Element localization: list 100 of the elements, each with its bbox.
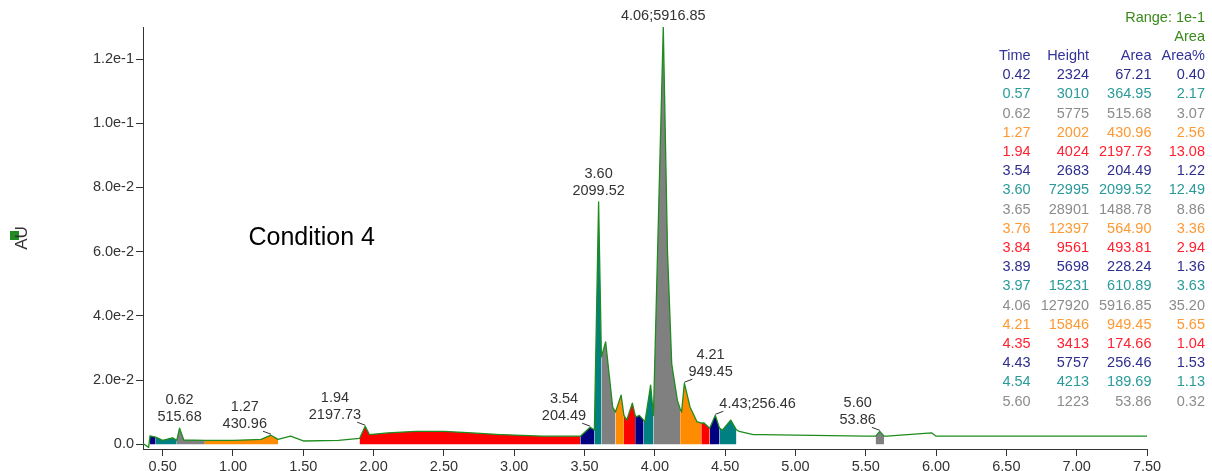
annotation: 3.60 2099.52: [572, 164, 625, 198]
annotation: Area: [1119, 46, 1152, 65]
data-label: 0.40: [1175, 65, 1205, 85]
x-tick-label: 1.50: [289, 457, 318, 471]
x-tick-label: 2.50: [429, 457, 459, 471]
data-label: 204.49: [1106, 161, 1152, 181]
data-label: 5775: [1055, 103, 1090, 123]
data-label: 515.68: [1106, 103, 1152, 123]
text: Range: 1e-1: [1124, 8, 1205, 27]
data-label: 949.45: [1106, 314, 1152, 334]
data-label: 2.94: [1175, 238, 1205, 258]
y-tick-label: 1.0e-1: [92, 114, 134, 131]
data-label: 127920: [1039, 295, 1090, 315]
data-label: 1.13: [1175, 372, 1205, 392]
data-label: 1.94: [1001, 142, 1031, 161]
x-tick-label: 3.50: [570, 457, 599, 471]
data-label: 2324: [1055, 65, 1090, 85]
data-label: 3.07: [1175, 103, 1205, 123]
y-tick-label: 4.0e-2: [92, 306, 134, 323]
annotation: 4.06;5916.85: [620, 6, 706, 23]
data-label: 3.60: [1001, 180, 1031, 200]
data-label: 4.35: [1001, 334, 1031, 354]
data-label: 15846: [1047, 314, 1090, 334]
data-label: 3.84: [1001, 238, 1031, 258]
data-label: 189.69: [1106, 372, 1152, 392]
annotation: 4.43;256.46: [719, 395, 796, 412]
annotation: 0.62 515.68: [157, 390, 202, 424]
data-label: 4213: [1055, 372, 1090, 392]
data-label: 5757: [1055, 353, 1090, 373]
data-label: 4.06: [1001, 295, 1031, 315]
y-tick-label: 0.0: [113, 435, 134, 452]
data-label: 3.36: [1175, 218, 1205, 238]
annotation: 1.94 2197.73: [308, 388, 362, 422]
data-label: 3413: [1055, 334, 1090, 354]
data-label: 4.54: [1001, 372, 1031, 392]
category-label: Area: [1173, 27, 1205, 46]
data-label: 9561: [1055, 238, 1090, 258]
data-label: 3.76: [1001, 218, 1031, 238]
data-label: 67.21: [1114, 65, 1152, 85]
x-tick-label: 0.50: [148, 457, 177, 471]
data-label: 1223: [1055, 391, 1090, 411]
data-label: 1.27: [1001, 122, 1031, 142]
x-tick-label: 6.50: [992, 457, 1021, 471]
data-label: 174.66: [1106, 334, 1152, 354]
data-label: 13.08: [1167, 142, 1205, 161]
data-label: 5698: [1055, 257, 1090, 277]
annotation: Condition 4: [248, 221, 375, 250]
y-axis-title: AU: [12, 226, 32, 250]
data-label: 5.65: [1175, 314, 1205, 334]
data-label: 35.20: [1167, 295, 1205, 315]
data-label: 564.90: [1106, 218, 1152, 238]
data-label: 0.62: [1001, 103, 1031, 123]
data-label: 3.54: [1001, 161, 1031, 181]
x-tick-label: 6.00: [921, 457, 951, 471]
data-label: 228.24: [1106, 257, 1152, 277]
data-label: 2099.52: [1098, 180, 1152, 200]
category-label: Time: [997, 46, 1031, 65]
data-label: 4.43: [1001, 353, 1031, 373]
data-label: 2683: [1055, 161, 1090, 181]
x-tick-label: 4.00: [640, 457, 669, 471]
data-label: 1.36: [1175, 257, 1205, 277]
x-tick-label: 5.00: [781, 457, 810, 471]
x-tick-label: 3.00: [500, 457, 529, 471]
data-label: 2.17: [1175, 84, 1205, 104]
data-label: 610.89: [1106, 276, 1152, 296]
data-label: 4.21: [1001, 314, 1031, 334]
data-label: 5.60: [1001, 391, 1031, 411]
data-label: 256.46: [1106, 353, 1152, 373]
data-label: 1.53: [1175, 353, 1205, 373]
data-label: 2197.73: [1098, 142, 1152, 161]
data-label: 364.95: [1106, 84, 1152, 104]
data-label: 430.96: [1106, 122, 1152, 142]
data-label: 72995: [1047, 180, 1090, 200]
y-tick-label: 8.0e-2: [92, 178, 134, 195]
data-label: 1.04: [1175, 334, 1205, 354]
data-label: 2.56: [1175, 122, 1205, 142]
data-label: 5916.85: [1098, 295, 1152, 315]
data-label: 3.89: [1001, 257, 1031, 277]
data-label: 0.57: [1001, 84, 1031, 104]
x-tick-label: 1.00: [218, 457, 248, 471]
data-label: 28901: [1047, 199, 1090, 219]
y-tick-label: 6.0e-2: [92, 242, 134, 259]
data-label: 15231: [1047, 276, 1090, 296]
data-label: 12.49: [1167, 180, 1205, 200]
annotation: 3.54 204.49: [541, 389, 587, 423]
data-label: 3.97: [1001, 276, 1031, 296]
x-tick-label: 7.50: [1132, 457, 1162, 471]
data-label: 3.65: [1001, 199, 1031, 219]
x-tick-label: 4.50: [711, 457, 740, 471]
annotation: 5.60 53.86: [839, 394, 876, 428]
y-tick-label: 1.2e-1: [92, 50, 134, 67]
category-label: Height: [1046, 46, 1090, 65]
data-label: 3010: [1055, 84, 1090, 104]
data-label: 4024: [1055, 142, 1090, 161]
data-label: 8.86: [1175, 199, 1205, 219]
data-label: 12397: [1047, 218, 1090, 238]
data-label: 53.86: [1114, 391, 1152, 411]
x-tick-label: 2.00: [359, 457, 388, 471]
annotation: 1.27 430.96: [222, 397, 267, 431]
data-label: 3.63: [1175, 276, 1205, 296]
